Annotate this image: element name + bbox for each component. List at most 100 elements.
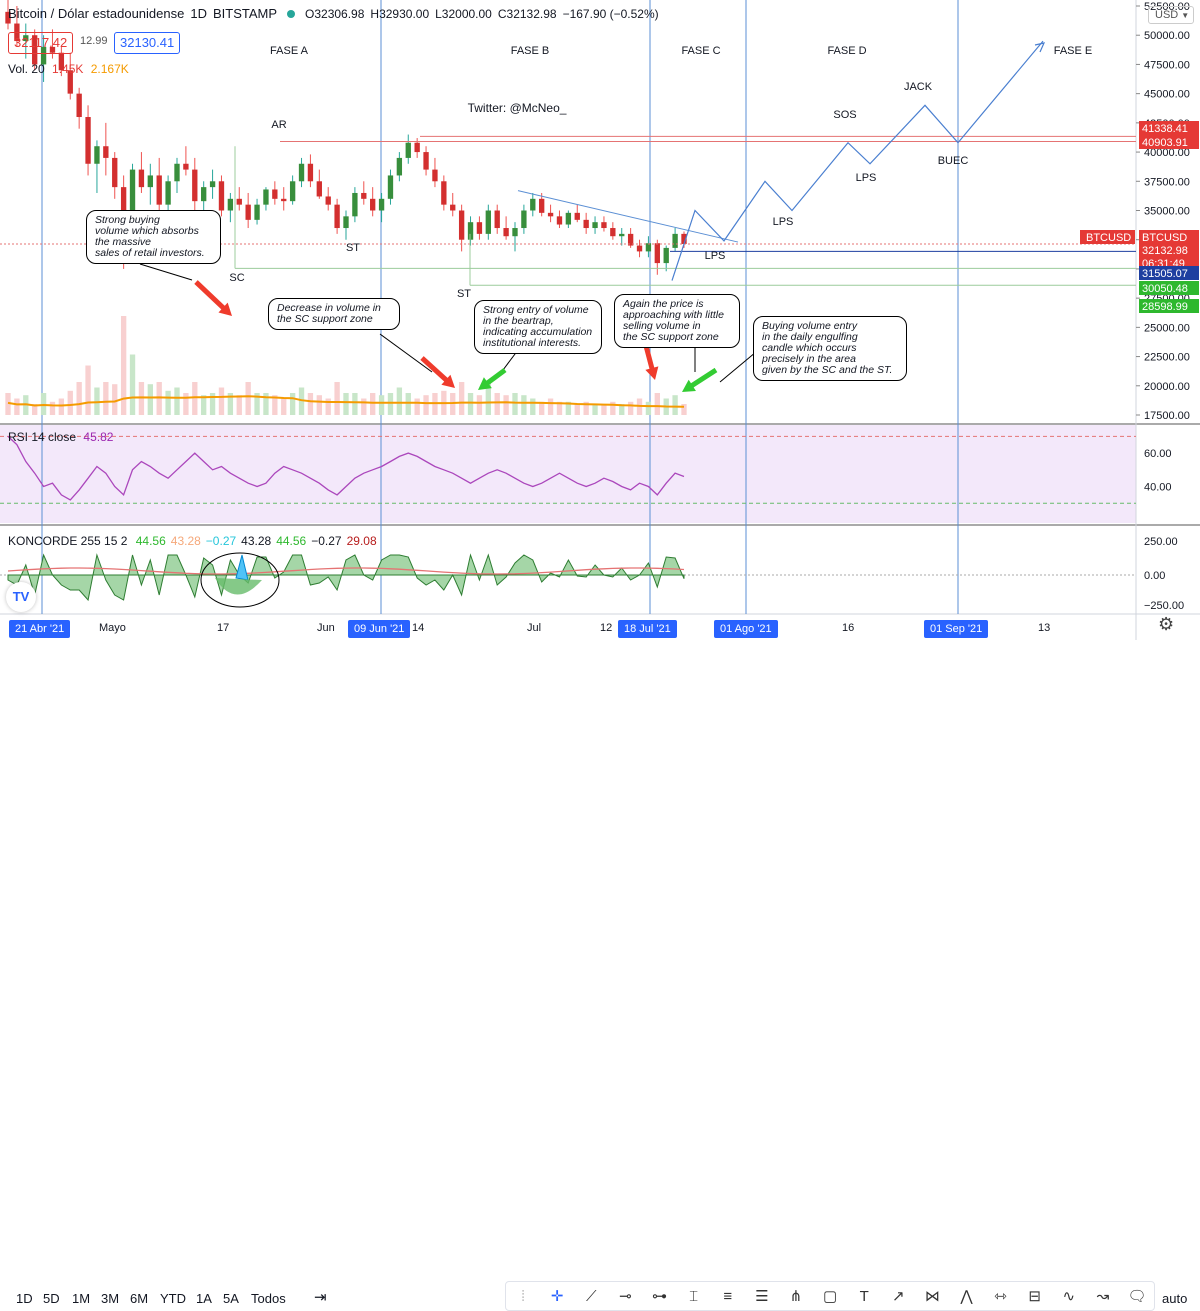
candle-body	[85, 117, 91, 164]
y-tick-label: 25000.00	[1144, 322, 1190, 334]
y-tick-label: 47500.00	[1144, 59, 1190, 71]
vertical-line-icon[interactable]: ⌶	[689, 1287, 699, 1305]
volume-value: 1.45K	[52, 62, 84, 76]
trend-line-icon[interactable]: ⟋	[586, 1287, 597, 1305]
horizontal-line-icon[interactable]: ⊶	[651, 1288, 667, 1305]
auto-scale-button[interactable]: auto	[1162, 1291, 1188, 1306]
parallel-channel-icon[interactable]: ≡	[723, 1287, 733, 1305]
price-chart[interactable]: 52500.0050000.0047500.0045000.0042500.00…	[0, 0, 1200, 675]
settings-gear-icon[interactable]: ⚙	[1158, 614, 1175, 634]
x-tick-jun: Jun	[317, 622, 335, 634]
y-tick-label: 52500.00	[1144, 1, 1190, 13]
ask-price-box[interactable]: 32130.41	[114, 32, 181, 54]
price-axis-label-bg	[1139, 230, 1199, 244]
koncorde-value: 44.56	[276, 534, 307, 548]
wyckoff-annotation: Twitter: @McNeo_	[468, 101, 567, 115]
arrow-icon[interactable]: ↗	[891, 1288, 905, 1305]
note-icon[interactable]: 🗨	[1127, 1288, 1147, 1305]
timeframe-all[interactable]: Todos	[251, 1291, 286, 1306]
date-range-tool-icon[interactable]: ⇿	[994, 1288, 1007, 1305]
phase-label: FASE E	[1054, 45, 1093, 57]
timeframe-3m[interactable]: 3M	[101, 1291, 120, 1306]
volume-bar	[254, 393, 260, 415]
timeframe-1d[interactable]: 1D	[16, 1291, 33, 1306]
volume-bar	[627, 401, 634, 415]
volume-bar	[485, 382, 491, 415]
symbol-name[interactable]: Bitcoin / Dólar estadounidense	[8, 6, 185, 21]
signal-arrowhead	[441, 374, 455, 388]
text-icon[interactable]: T	[859, 1287, 869, 1305]
phase-label: FASE A	[270, 45, 309, 57]
candle-body	[467, 222, 474, 240]
volume-bar	[156, 382, 162, 415]
candle-body	[183, 163, 189, 170]
phase-label: FASE B	[511, 45, 550, 57]
candle-body	[76, 93, 82, 118]
price-axis-label: BTCUSD	[1142, 232, 1187, 244]
volume-bar	[503, 395, 509, 415]
koncorde-value: 43.28	[170, 534, 201, 548]
fib-retracement-icon[interactable]: ☰	[755, 1288, 769, 1305]
projection-arrowhead	[1034, 42, 1046, 53]
pattern-icon[interactable]: ⋈	[924, 1288, 940, 1305]
callout-pointer	[379, 333, 433, 373]
tradingview-logo[interactable]: TV	[6, 582, 36, 612]
rsi-value: 45.82	[83, 430, 114, 444]
candle-body	[49, 46, 56, 53]
candle-body	[432, 169, 438, 182]
volume-bar	[129, 354, 136, 415]
timeframe-5d[interactable]: 5D	[43, 1291, 60, 1306]
volume-bar	[512, 393, 518, 415]
signal-arrowhead	[478, 377, 492, 390]
volume-bar	[174, 387, 180, 415]
koncorde-legend: KONCORDE 255 15 2 44.56 43.28 −0.27 43.28 44…	[8, 534, 377, 548]
candle-body	[174, 163, 180, 182]
volume-bar	[5, 393, 11, 415]
volume-bar	[147, 384, 153, 415]
koncorde-value: 29.08	[346, 534, 377, 548]
candle-body	[165, 181, 171, 205]
x-tick-16: 16	[842, 622, 855, 634]
drag-handle-icon[interactable]: ⁞	[520, 1287, 526, 1305]
bid-price-box[interactable]: 32117.42	[8, 32, 74, 54]
date-range-icon[interactable]: ⇥	[314, 1289, 327, 1306]
path-icon[interactable]: ↝	[1096, 1288, 1110, 1305]
koncorde-value: 43.28	[241, 534, 272, 548]
candle-body	[263, 189, 269, 205]
crosshair-icon[interactable]: ✛	[550, 1288, 564, 1305]
volume-ma-line	[7, 395, 685, 408]
brush-icon[interactable]: ∿	[1062, 1288, 1076, 1305]
candle-body	[272, 189, 278, 199]
koncorde-value: 44.56	[135, 534, 166, 548]
koncorde-value: −0.27	[311, 534, 342, 548]
currency-select[interactable]: USD ▼	[1148, 6, 1194, 24]
candle-body	[450, 204, 456, 211]
elliott-wave-icon[interactable]: ⋀	[960, 1288, 973, 1305]
pitchfork-icon[interactable]: ⋔	[789, 1288, 803, 1305]
timeframe-ytd[interactable]: YTD	[160, 1291, 186, 1306]
volume-bar	[209, 393, 216, 415]
measure-icon[interactable]: ⊟	[1028, 1288, 1041, 1305]
interval[interactable]: 1D	[190, 6, 207, 21]
signal-arrow	[194, 280, 227, 311]
candle-body	[627, 233, 634, 246]
timeframe-1m[interactable]: 1M	[72, 1291, 91, 1306]
y-tick-label: 40000.00	[1144, 147, 1190, 159]
candle-body	[138, 169, 145, 188]
signal-arrowhead	[645, 366, 659, 380]
projection-path	[671, 40, 1044, 281]
volume-bar	[58, 398, 65, 415]
timeframe-1a[interactable]: 1A	[196, 1291, 212, 1306]
volume-bar	[565, 401, 572, 415]
candle-body	[476, 222, 483, 234]
timeframe-5a[interactable]: 5A	[223, 1291, 239, 1306]
candle-body	[556, 216, 563, 225]
ray-icon[interactable]: ⊸	[619, 1288, 632, 1305]
koncorde-label: KONCORDE 255 15 2	[8, 534, 128, 548]
price-axis-label: 40903.91	[1142, 137, 1188, 149]
timeframe-6m[interactable]: 6M	[130, 1291, 149, 1306]
rectangle-icon[interactable]: ▢	[822, 1288, 838, 1305]
candle-body	[619, 233, 625, 237]
volume-label: Vol. 20	[8, 62, 45, 76]
volume-bar	[592, 404, 598, 415]
